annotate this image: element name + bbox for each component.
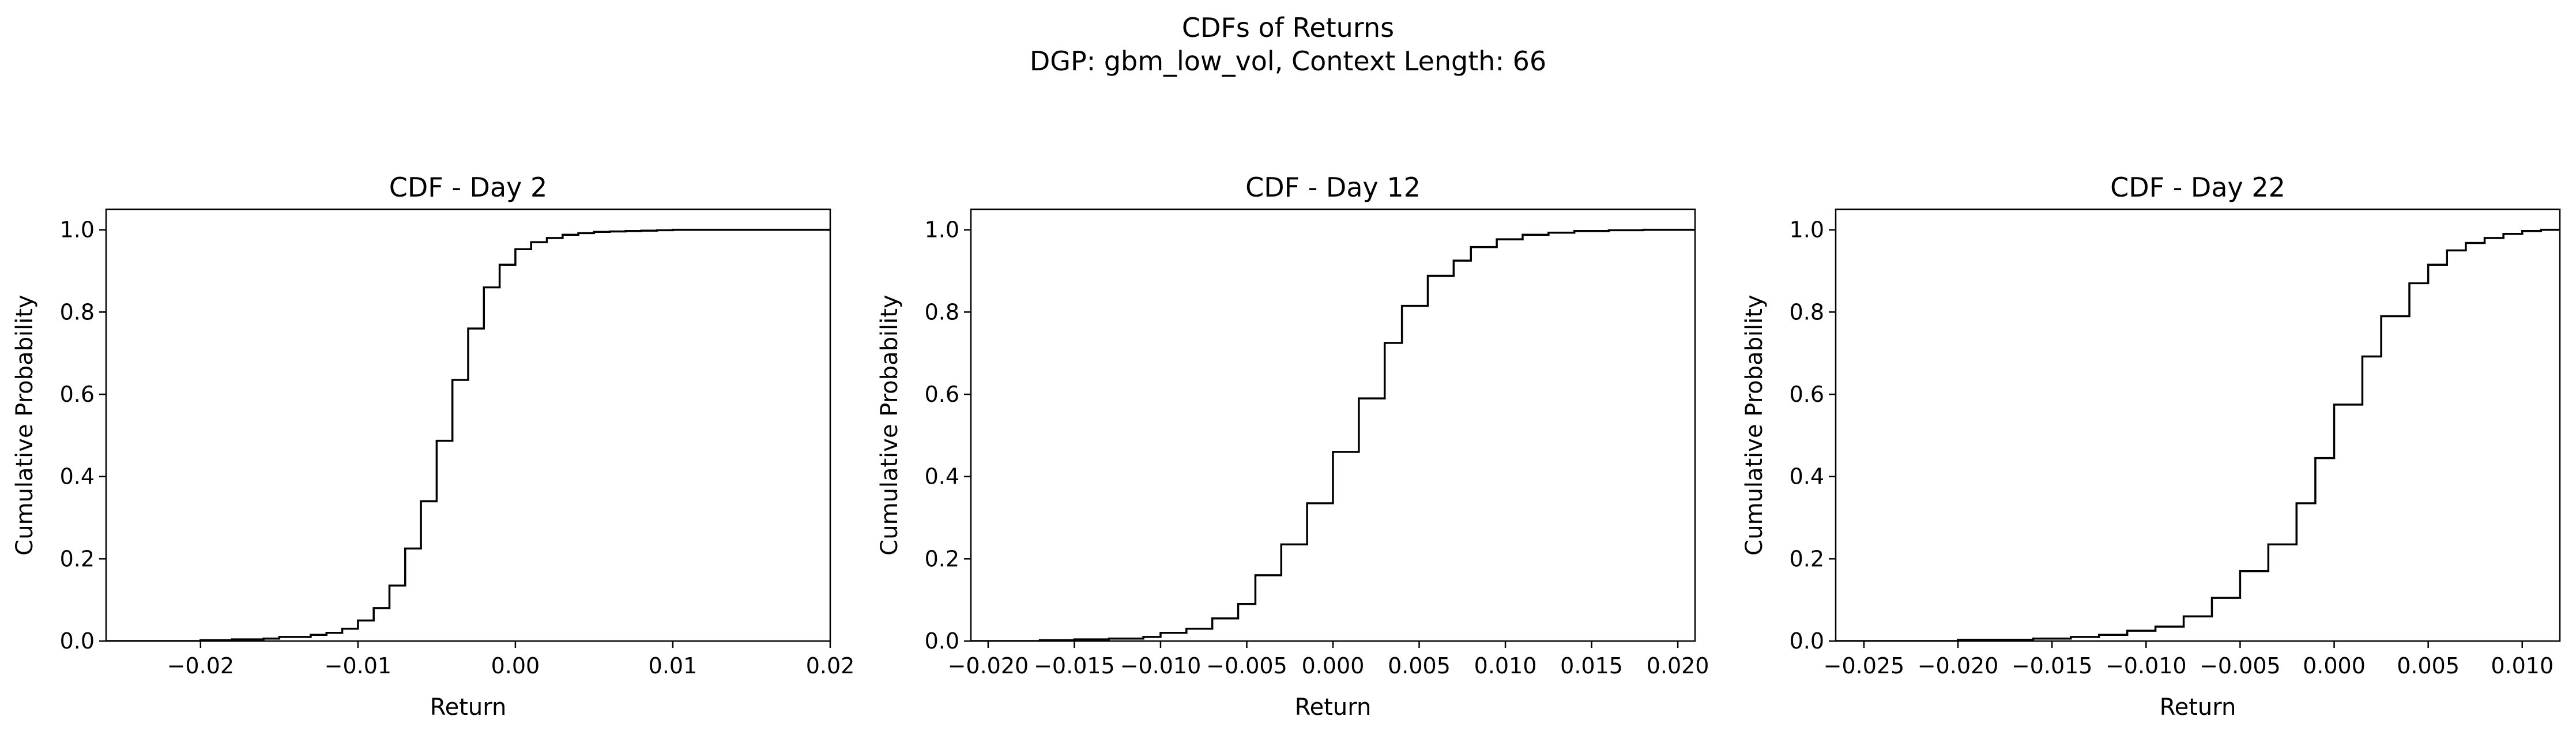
- y-tick-label: 0.4: [1790, 464, 1824, 489]
- y-tick-label: 0.0: [1790, 628, 1824, 654]
- y-axis-label: Cumulative Probability: [12, 295, 38, 555]
- x-axis-label: Return: [1295, 694, 1372, 721]
- figure-title-line2: DGP: gbm_low_vol, Context Length: 66: [1030, 46, 1546, 77]
- x-tick-label: 0.005: [1388, 653, 1451, 679]
- x-tick-label: 0.01: [649, 653, 698, 679]
- y-tick-label: 0.8: [60, 299, 95, 325]
- x-tick-label: −0.005: [2200, 653, 2281, 679]
- y-axis-label: Cumulative Probability: [1741, 295, 1768, 555]
- x-tick-label: 0.02: [806, 653, 855, 679]
- x-axis-label: Return: [2160, 694, 2236, 721]
- y-tick-label: 1.0: [925, 217, 959, 243]
- y-tick-label: 1.0: [60, 217, 95, 243]
- y-tick-label: 0.4: [925, 464, 959, 489]
- x-tick-label: −0.010: [2106, 653, 2187, 679]
- x-tick-label: −0.005: [1206, 653, 1287, 679]
- y-tick-label: 1.0: [1790, 217, 1824, 243]
- subplot-day-12: CDF - Day 12 Return Cumulative Probabili…: [876, 172, 1709, 721]
- y-axis-label: Cumulative Probability: [876, 295, 903, 555]
- subplot-day-2: CDF - Day 2 Return Cumulative Probabilit…: [12, 172, 854, 721]
- cdf-step-line: [106, 228, 830, 641]
- x-tick-label: −0.015: [2012, 653, 2093, 679]
- x-tick-label: −0.020: [1918, 653, 1999, 679]
- x-tick-label: −0.010: [1120, 653, 1202, 679]
- x-tick-label: 0.000: [1302, 653, 1365, 679]
- x-tick-label: −0.020: [948, 653, 1029, 679]
- x-tick-label: −0.01: [325, 653, 391, 679]
- x-tick-label: 0.015: [1560, 653, 1623, 679]
- y-tick-label: 0.0: [925, 628, 959, 654]
- subplot-title: CDF - Day 22: [2110, 172, 2285, 203]
- x-tick-label: 0.000: [2303, 653, 2366, 679]
- x-tick-label: 0.020: [1647, 653, 1709, 679]
- cdf-step-line: [971, 228, 1695, 641]
- axes-frame: [105, 208, 831, 642]
- axes-frame: [1835, 208, 2561, 642]
- y-tick-label: 0.6: [1790, 382, 1824, 407]
- x-tick-label: 0.010: [1474, 653, 1537, 679]
- y-tick-label: 0.2: [925, 546, 959, 571]
- subplot-day-22: CDF - Day 22 Return Cumulative Probabili…: [1741, 172, 2561, 721]
- subplot-title: CDF - Day 12: [1245, 172, 1421, 203]
- y-tick-label: 0.6: [60, 382, 95, 407]
- x-tick-label: 0.005: [2397, 653, 2460, 679]
- figure-title-line1: CDFs of Returns: [1182, 12, 1394, 43]
- x-tick-label: 0.010: [2491, 653, 2554, 679]
- x-tick-label: −0.015: [1034, 653, 1115, 679]
- y-tick-label: 0.8: [925, 299, 959, 325]
- y-tick-label: 0.2: [60, 546, 95, 571]
- x-axis-label: Return: [430, 694, 507, 721]
- y-tick-label: 0.4: [60, 464, 95, 489]
- y-tick-label: 0.2: [1790, 546, 1824, 571]
- x-tick-label: −0.02: [167, 653, 234, 679]
- axes-frame: [970, 208, 1696, 642]
- x-tick-label: 0.00: [491, 653, 540, 679]
- x-tick-label: −0.025: [1824, 653, 1905, 679]
- y-tick-label: 0.6: [925, 382, 959, 407]
- y-tick-label: 0.0: [60, 628, 95, 654]
- y-tick-label: 0.8: [1790, 299, 1824, 325]
- cdf-step-line: [1836, 228, 2560, 641]
- subplot-title: CDF - Day 2: [389, 172, 548, 203]
